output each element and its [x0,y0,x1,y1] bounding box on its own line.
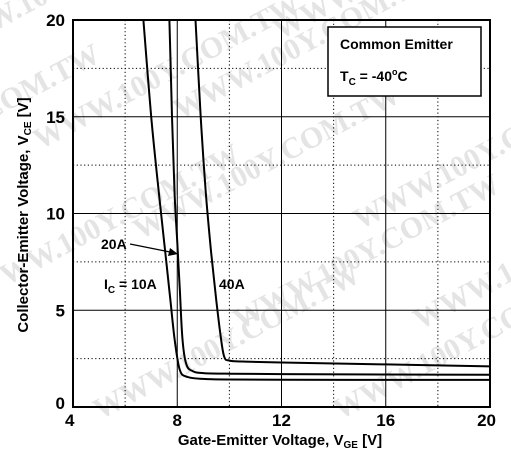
y-tick-label: 0 [56,394,65,413]
x-axis-label: Gate-Emitter Voltage, VGE [V] [178,432,382,451]
legend-tc-rest: = -40 [356,68,392,84]
legend-tc-sub: C [349,77,356,88]
legend-tc-main: T [340,68,349,84]
x-tick-label: 12 [272,411,291,430]
y-tick-label: 5 [56,301,65,320]
y-tick-label: 15 [46,108,65,127]
plot-frame [72,19,491,408]
x-axis-label-sub: GE [343,440,358,451]
series-line-20a [168,19,491,376]
legend-box [327,26,482,97]
x-tick-label: 4 [65,411,75,430]
x-tick-label: 8 [173,411,182,430]
annotation-ic-10a: IC = 10A [104,276,157,296]
y-axis-label-sub: CE [23,121,34,135]
series-line-10a [142,19,490,381]
annotation-40a: 40A [219,276,245,292]
series-line-40a [194,19,491,368]
legend-degree: o [392,67,398,77]
x-tick-label: 20 [477,411,496,430]
legend-unit: C [398,68,408,84]
annotation-ic-main: I [104,276,108,292]
annotation-20a: 20A [101,236,127,252]
x-axis-label-main: Gate-Emitter Voltage, V [178,432,344,449]
y-axis-label-unit: [V] [15,97,32,121]
y-tick-label: 20 [46,11,65,30]
annotation-20a-arrow-line [129,243,171,253]
annotation-ic-sub: C [108,285,115,296]
y-axis-label: Collector-Emitter Voltage, VCE [V] [15,97,34,332]
annotation-20a-arrow-head [168,248,178,256]
curves [142,19,491,381]
x-axis-label-unit: [V] [358,432,382,449]
y-tick-labels: 0 5 10 15 20 [46,11,65,413]
annotation-ic-rest: = 10A [115,276,157,292]
legend-line-1: Common Emitter [340,36,453,52]
y-axis-label-main: Collector-Emitter Voltage, V [15,135,32,332]
legend-line-2: TC = -40oC [340,67,408,88]
y-tick-label: 10 [46,205,65,224]
x-tick-label: 16 [376,411,395,430]
x-tick-labels: 4 8 12 16 20 [65,411,496,430]
